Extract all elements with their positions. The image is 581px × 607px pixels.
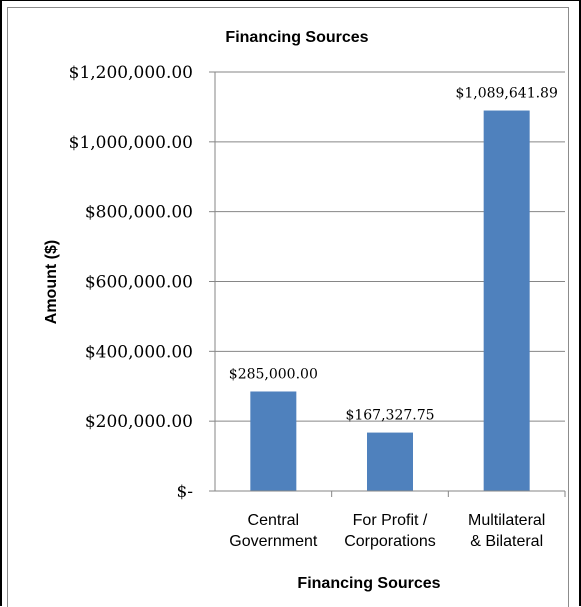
x-tick-label: Central <box>248 512 300 529</box>
y-tick-label: $- <box>176 482 193 502</box>
x-tick-label: For Profit / <box>353 512 428 529</box>
y-tick-label: $1,000,000.00 <box>69 133 193 153</box>
y-tick-label: $600,000.00 <box>85 273 193 293</box>
bar-multilateral <box>483 110 530 491</box>
chart-area-border <box>7 7 569 607</box>
data-label: $167,327.75 <box>345 408 434 424</box>
y-tick-label: $800,000.00 <box>85 203 193 223</box>
bar-central <box>250 391 297 491</box>
x-tick-label: & Bilateral <box>470 533 543 550</box>
y-axis-label: Amount ($) <box>43 240 60 324</box>
data-label: $1,089,641.89 <box>455 86 557 102</box>
bar-for-profit <box>367 432 413 491</box>
chart-title: Financing Sources <box>225 29 368 46</box>
x-tick-label: Government <box>229 533 318 550</box>
x-axis-label: Financing Sources <box>297 575 440 592</box>
y-tick-label: $200,000.00 <box>85 412 193 432</box>
data-label: $285,000.00 <box>229 366 318 382</box>
y-tick-label: $1,200,000.00 <box>69 63 193 83</box>
x-tick-label: Multilateral <box>468 512 545 529</box>
y-tick-label: $400,000.00 <box>85 342 193 362</box>
x-tick-label: Corporations <box>344 533 436 550</box>
